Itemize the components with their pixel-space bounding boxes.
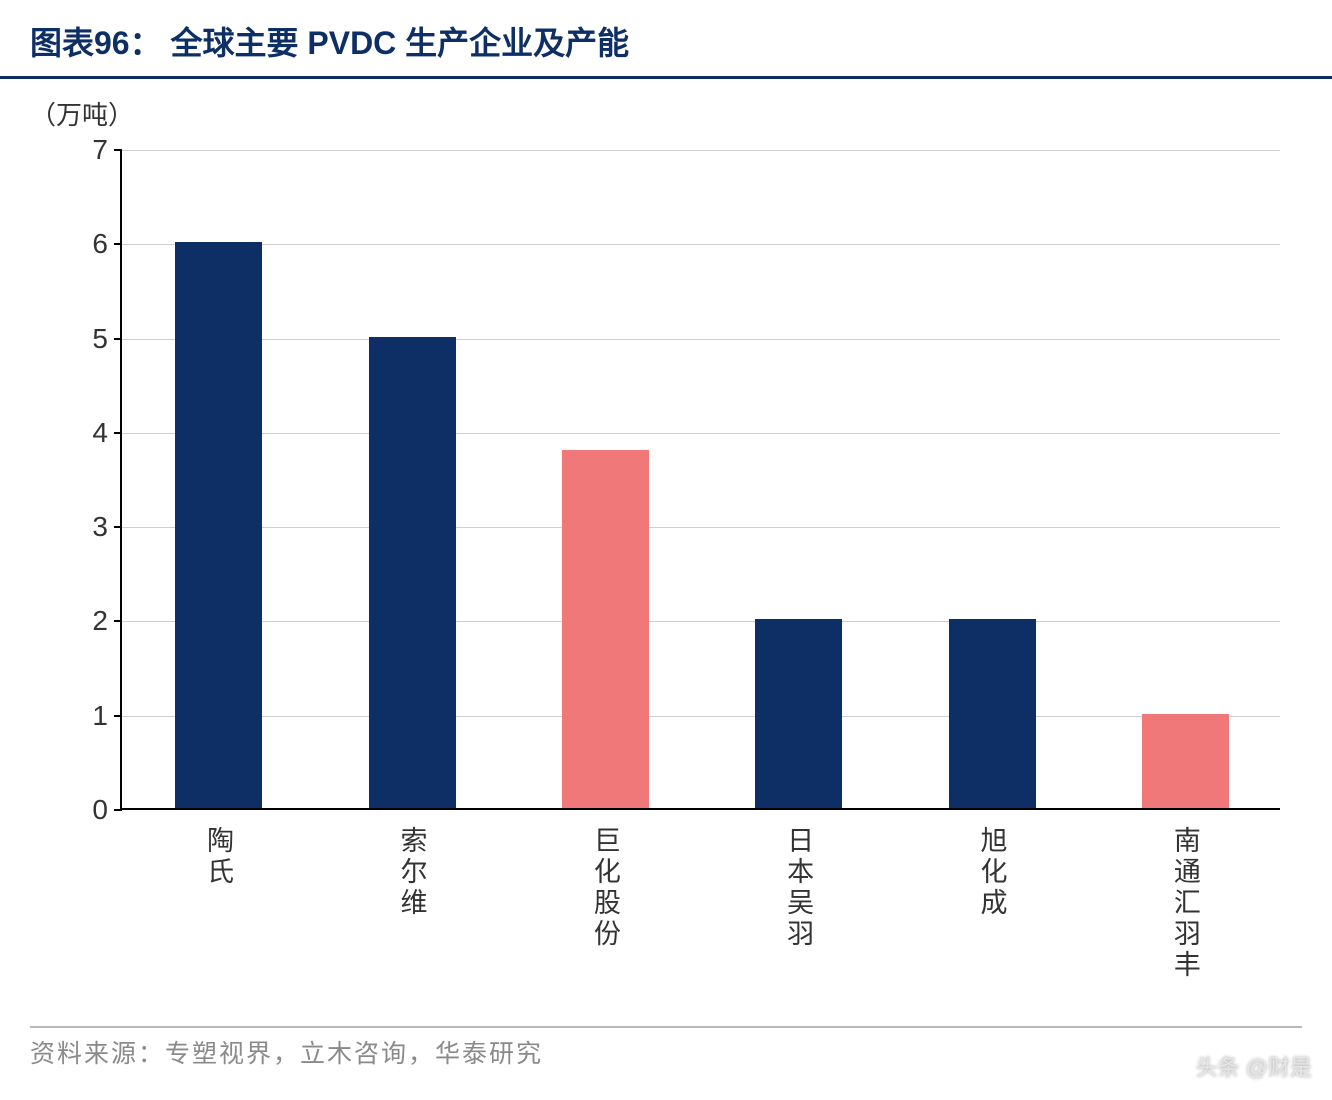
x-tick-label: 索尔维 bbox=[315, 808, 508, 919]
chart-container: 图表96： 全球主要 PVDC 生产企业及产能 （万吨） 01234567陶氏索… bbox=[0, 0, 1332, 1100]
y-tick-label: 5 bbox=[92, 323, 122, 355]
y-tick-label: 7 bbox=[92, 134, 122, 166]
gridline bbox=[122, 244, 1280, 245]
y-tick-label: 0 bbox=[92, 794, 122, 826]
bar bbox=[755, 619, 842, 808]
watermark: 头条 @财是 bbox=[1196, 1050, 1312, 1082]
chart-title: 图表96： 全球主要 PVDC 生产企业及产能 bbox=[0, 0, 1332, 79]
gridline bbox=[122, 527, 1280, 528]
x-tick-label: 日本吴羽 bbox=[702, 808, 895, 950]
gridline bbox=[122, 339, 1280, 340]
x-tick-label: 南通汇羽丰 bbox=[1089, 808, 1282, 981]
bar bbox=[369, 337, 456, 808]
gridline bbox=[122, 621, 1280, 622]
y-tick-label: 3 bbox=[92, 511, 122, 543]
bar bbox=[1142, 714, 1229, 808]
x-tick-label: 巨化股份 bbox=[509, 808, 702, 950]
x-tick-label: 陶氏 bbox=[122, 808, 315, 888]
gridline bbox=[122, 716, 1280, 717]
gridline bbox=[122, 433, 1280, 434]
source-text: 资料来源：专塑视界，立木咨询，华泰研究 bbox=[30, 1034, 543, 1070]
footer-divider bbox=[30, 1026, 1302, 1028]
chart-area: 01234567陶氏索尔维巨化股份日本吴羽旭化成南通汇羽丰 bbox=[60, 150, 1280, 850]
bar bbox=[562, 450, 649, 808]
gridline bbox=[122, 150, 1280, 151]
y-axis-unit: （万吨） bbox=[30, 95, 134, 132]
bar bbox=[175, 242, 262, 808]
plot-region: 01234567陶氏索尔维巨化股份日本吴羽旭化成南通汇羽丰 bbox=[120, 150, 1280, 810]
bar bbox=[949, 619, 1036, 808]
y-tick-label: 2 bbox=[92, 605, 122, 637]
x-tick-label: 旭化成 bbox=[895, 808, 1088, 919]
y-tick-label: 6 bbox=[92, 228, 122, 260]
y-tick-label: 1 bbox=[92, 700, 122, 732]
y-tick-label: 4 bbox=[92, 417, 122, 449]
